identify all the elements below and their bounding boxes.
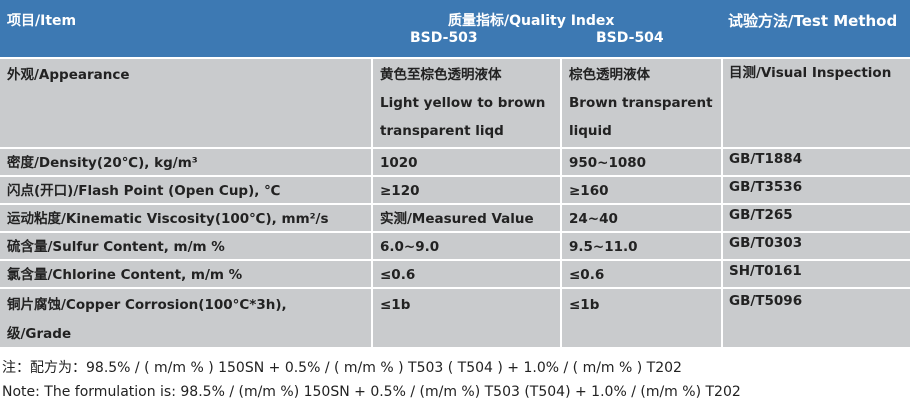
header-quality-index: 质量指标/Quality Index	[448, 13, 615, 29]
row-item: 密度/Density(20℃), kg/m³	[7, 155, 198, 171]
row-value-503: ≥120	[380, 183, 420, 199]
row-item: 外观/Appearance	[7, 67, 130, 83]
row-value-503: 黄色至棕色透明液体	[380, 67, 502, 83]
row-method: 目测/Visual Inspection	[729, 65, 892, 81]
row-value-503: 6.0~9.0	[380, 239, 440, 255]
header-bsd503: BSD-503	[410, 30, 478, 46]
table-row: 闪点(开口)/Flash Point (Open Cup), ℃ ≥120 ≥1…	[0, 177, 910, 203]
row-value-504: liquid	[569, 123, 612, 139]
row-value-504: Brown transparent	[569, 95, 713, 111]
row-item: 闪点(开口)/Flash Point (Open Cup), ℃	[7, 183, 281, 199]
row-method: GB/T5096	[729, 293, 803, 309]
table-row: 密度/Density(20℃), kg/m³ 1020 950~1080 GB/…	[0, 149, 910, 175]
row-value-504: ≤0.6	[569, 267, 605, 283]
row-method: GB/T3536	[729, 179, 803, 195]
table-row: 外观/Appearance 黄色至棕色透明液体 Light yellow to …	[0, 59, 910, 147]
row-method: GB/T0303	[729, 235, 803, 251]
row-value-503: Light yellow to brown	[380, 95, 546, 111]
column-divider	[371, 59, 373, 347]
row-item: 硫含量/Sulfur Content, m/m %	[7, 239, 225, 255]
row-value-504: ≤1b	[569, 297, 600, 313]
note-cn: 注：配方为：98.5% / ( m/m % ) 150SN + 0.5% / (…	[2, 360, 682, 376]
row-value-504: 950~1080	[569, 155, 647, 171]
header-bsd504: BSD-504	[596, 30, 664, 46]
row-item: 运动粘度/Kinematic Viscosity(100℃), mm²/s	[7, 211, 329, 227]
header-item: 项目/Item	[7, 13, 77, 29]
header-test-method: 试验方法/Test Method	[728, 12, 898, 30]
row-value-504: 9.5~11.0	[569, 239, 638, 255]
row-value-503: transparent liqd	[380, 123, 504, 139]
note-en: Note: The formulation is: 98.5% / (m/m %…	[2, 384, 741, 400]
table-header: 项目/Item 质量指标/Quality Index BSD-503 BSD-5…	[0, 0, 910, 57]
table-row: 铜片腐蚀/Copper Corrosion(100°C*3h), 级/Grade…	[0, 289, 910, 347]
row-value-504: ≥160	[569, 183, 609, 199]
column-divider	[721, 59, 723, 347]
row-method: GB/T265	[729, 207, 793, 223]
row-value-503: 实测/Measured Value	[380, 211, 534, 227]
row-method: SH/T0161	[729, 263, 802, 279]
table-row: 氯含量/Chlorine Content, m/m % ≤0.6 ≤0.6 SH…	[0, 261, 910, 287]
row-item-grade: 级/Grade	[7, 326, 72, 342]
row-item: 铜片腐蚀/Copper Corrosion(100°C*3h),	[7, 297, 287, 313]
row-value-503: ≤0.6	[380, 267, 416, 283]
row-item: 氯含量/Chlorine Content, m/m %	[7, 267, 243, 283]
table-row: 硫含量/Sulfur Content, m/m % 6.0~9.0 9.5~11…	[0, 233, 910, 259]
row-value-503: 1020	[380, 155, 418, 171]
row-value-504: 24~40	[569, 211, 618, 227]
column-divider	[560, 59, 562, 347]
row-method: GB/T1884	[729, 151, 803, 167]
row-value-503: ≤1b	[380, 297, 411, 313]
row-value-504: 棕色透明液体	[569, 67, 650, 83]
table-row: 运动粘度/Kinematic Viscosity(100℃), mm²/s 实测…	[0, 205, 910, 231]
